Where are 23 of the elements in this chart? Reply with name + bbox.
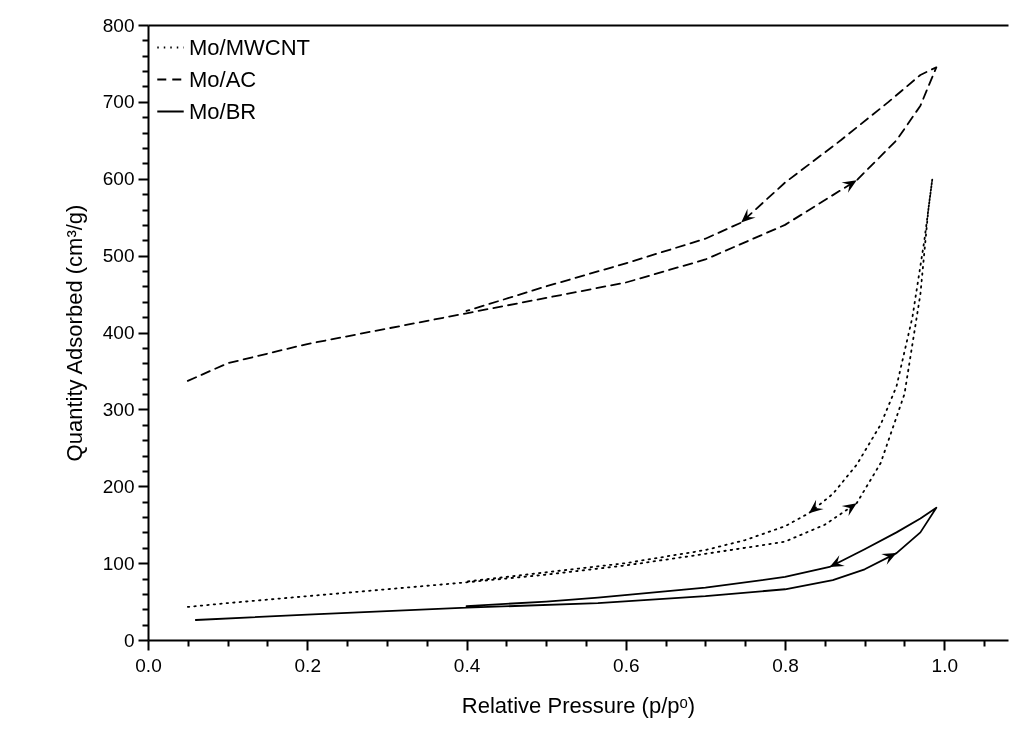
line-series bbox=[194, 506, 938, 621]
x-tick-label: 0.6 bbox=[613, 654, 640, 676]
y-tick-label: 200 bbox=[102, 475, 135, 497]
x-axis-title: Relative Pressure (p/pᵒ) bbox=[461, 692, 696, 718]
y-axis-title: Quantity Adsorbed (cm³/g) bbox=[61, 204, 87, 462]
legend-label: Mo/BR bbox=[189, 98, 257, 124]
x-tick-label: 0.2 bbox=[294, 654, 321, 676]
y-tick-label: 600 bbox=[102, 168, 135, 190]
line-series bbox=[186, 66, 938, 382]
y-tick-label: 100 bbox=[102, 552, 135, 574]
line-series bbox=[186, 177, 934, 608]
y-tick-label: 300 bbox=[102, 398, 135, 420]
legend-label: Mo/MWCNT bbox=[189, 34, 310, 60]
legend-label: Mo/AC bbox=[189, 66, 257, 92]
y-tick-label: 500 bbox=[102, 245, 135, 267]
x-tick-label: 1.0 bbox=[931, 654, 959, 676]
y-tick-label: 800 bbox=[102, 14, 135, 36]
y-tick-label: 0 bbox=[123, 629, 135, 651]
y-tick-label: 400 bbox=[102, 322, 135, 343]
x-tick-label: 0.0 bbox=[135, 654, 162, 676]
y-tick-label: 700 bbox=[102, 91, 135, 113]
x-tick-label: 0.8 bbox=[772, 654, 799, 676]
x-tick-label: 0.4 bbox=[453, 654, 481, 676]
